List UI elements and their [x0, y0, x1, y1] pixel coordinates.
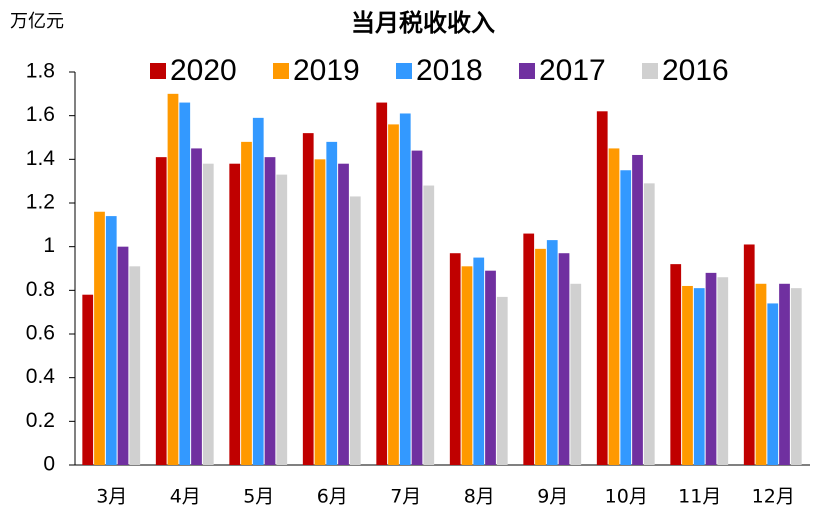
- x-tick-label: 8月: [464, 486, 495, 508]
- bar: [779, 283, 790, 465]
- y-tick-label: 0.4: [26, 365, 56, 388]
- bar: [423, 185, 435, 466]
- legend-label: 2020: [170, 54, 237, 87]
- bar: [376, 102, 388, 466]
- y-tick-label: 1.2: [26, 191, 55, 214]
- bar: [546, 240, 558, 465]
- legend-swatch: [519, 63, 535, 79]
- bar: [229, 163, 241, 465]
- x-tick-label: 10月: [605, 486, 648, 508]
- bar: [596, 111, 608, 466]
- bar: [767, 303, 779, 465]
- legend-label: 2016: [662, 54, 729, 87]
- x-tick-label: 5月: [243, 486, 274, 508]
- bar: [388, 124, 399, 466]
- y-tick-label: 1.8: [26, 60, 55, 83]
- bar: [105, 216, 117, 465]
- bar: [117, 246, 129, 465]
- x-tick-label: 12月: [752, 486, 795, 508]
- y-tick-label: 0.8: [26, 278, 55, 301]
- legend-label: 2017: [539, 54, 606, 87]
- bar: [693, 288, 705, 465]
- legend-swatch: [150, 63, 166, 79]
- y-tick-label: 0: [43, 453, 55, 476]
- bar: [682, 285, 693, 465]
- x-tick-label: 11月: [678, 486, 721, 508]
- bar: [790, 288, 802, 465]
- bar: [643, 183, 655, 465]
- bar: [411, 150, 423, 465]
- bar: [632, 154, 643, 465]
- x-tick-label: 9月: [537, 486, 568, 508]
- bar: [608, 148, 620, 465]
- legend-swatch: [642, 63, 658, 79]
- bar: [349, 196, 361, 465]
- y-tick-label: 1.6: [26, 103, 55, 126]
- y-tick-label: 1: [43, 234, 55, 257]
- bar: [496, 296, 508, 465]
- bar: [179, 102, 191, 466]
- bar: [705, 272, 717, 465]
- legend-label: 2019: [293, 54, 360, 87]
- bar: [399, 113, 411, 465]
- bar: [276, 174, 288, 465]
- x-tick-label: 3月: [96, 486, 127, 508]
- bar: [264, 157, 276, 465]
- bar: [743, 244, 755, 465]
- bar: [191, 148, 202, 465]
- y-tick-label: 1.4: [26, 147, 56, 170]
- bar: [241, 141, 252, 465]
- bar: [167, 93, 179, 465]
- bar: [485, 270, 496, 465]
- bar: [535, 248, 546, 465]
- chart-title: 当月税收收入: [351, 9, 495, 37]
- bar: [461, 266, 473, 465]
- legend-swatch: [396, 63, 412, 79]
- bar: [620, 170, 632, 465]
- bar: [82, 294, 94, 465]
- bar: [570, 283, 582, 465]
- y-tick-label: 0.6: [26, 322, 55, 345]
- bar: [717, 277, 729, 465]
- bar: [155, 157, 167, 465]
- x-tick-label: 6月: [317, 486, 348, 508]
- bar: [202, 163, 214, 465]
- y-tick-label: 0.2: [26, 409, 55, 432]
- x-tick-label: 4月: [170, 486, 201, 508]
- bar: [670, 264, 682, 465]
- bar: [473, 257, 485, 465]
- bar: [523, 233, 535, 465]
- legend-swatch: [273, 63, 289, 79]
- x-tick-label: 7月: [390, 486, 421, 508]
- bar: [314, 159, 326, 466]
- bar: [94, 211, 105, 465]
- bar: [326, 141, 338, 465]
- bar: [755, 283, 767, 465]
- bar: [302, 133, 314, 465]
- bar: [252, 117, 264, 465]
- legend-label: 2018: [416, 54, 483, 87]
- y-axis-label: 万亿元: [10, 11, 64, 32]
- bar: [129, 266, 141, 465]
- bar: [449, 253, 461, 465]
- bar: [558, 253, 570, 465]
- bar: [338, 163, 349, 465]
